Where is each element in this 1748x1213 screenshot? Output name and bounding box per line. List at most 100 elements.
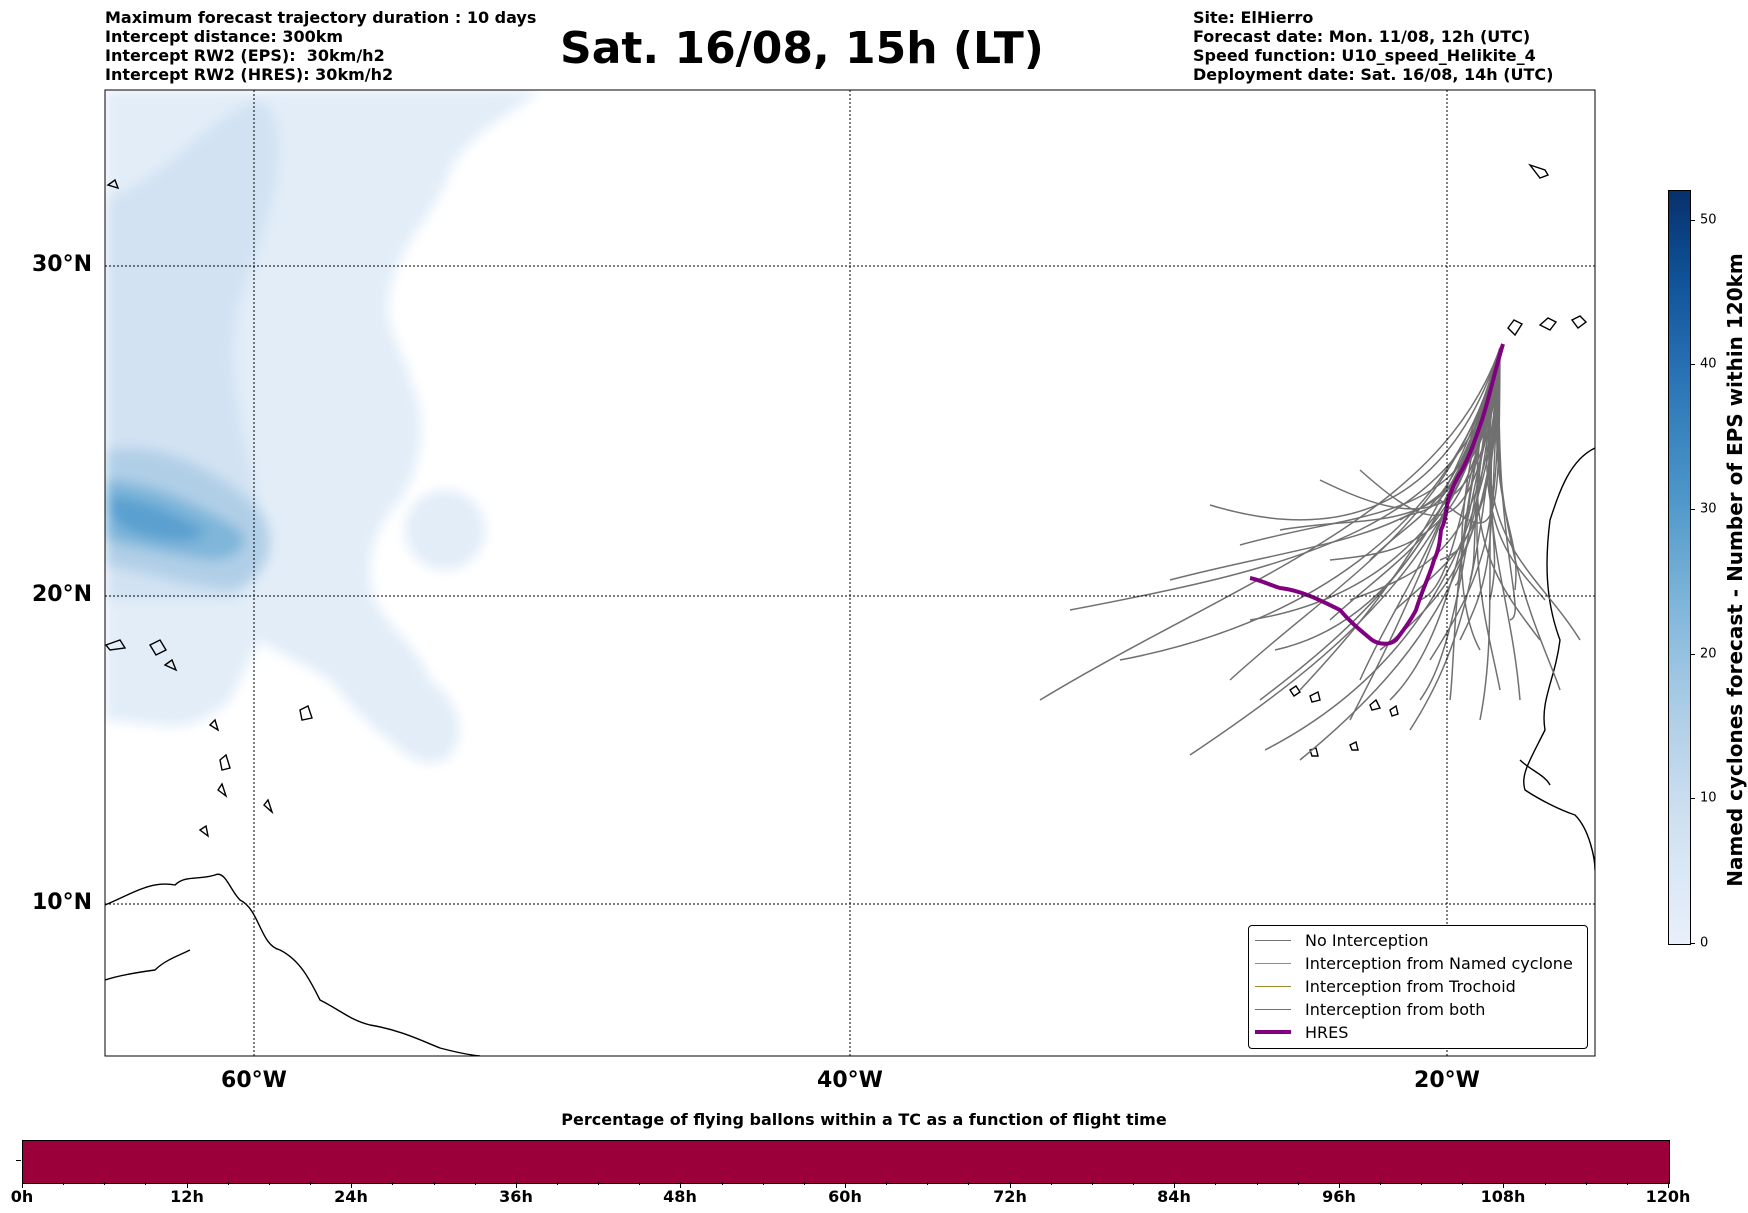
ensemble-trajectory	[1279, 347, 1501, 531]
colorbar-tick	[1690, 509, 1695, 510]
ensemble-trajectory	[1329, 347, 1501, 561]
colorbar-tick-label: 10	[1700, 790, 1717, 806]
tc-bar-tick	[1174, 1182, 1176, 1188]
tc-bar-tick	[433, 1182, 435, 1185]
tc-bar-tick	[598, 1182, 600, 1185]
map-frame	[104, 89, 1596, 1057]
tc-bar-title: Percentage of flying ballons within a TC…	[561, 1110, 1167, 1129]
tc-bar-tick	[762, 1182, 764, 1185]
plot-title: Sat. 16/08, 15h (LT)	[560, 23, 1044, 74]
ensemble-trajectory	[1439, 347, 1501, 524]
lon-label: 40°W	[817, 1068, 883, 1093]
tc-bar-tick	[1256, 1182, 1258, 1185]
ensemble-trajectory	[1229, 347, 1501, 681]
header-left-line: Intercept RW2 (EPS): 30km/h2	[105, 46, 385, 65]
ensemble-trajectory	[1495, 347, 1517, 591]
tc-bar-tick	[310, 1182, 312, 1185]
legend-label: HRES	[1305, 1022, 1349, 1042]
colorbar-tick	[1690, 220, 1695, 221]
lat-label: 30°N	[32, 252, 93, 277]
colorbar-tick	[1690, 798, 1695, 799]
ensemble-trajectory	[1479, 347, 1501, 721]
legend-label: Interception from both	[1305, 999, 1486, 1019]
tc-bar-tick	[803, 1182, 805, 1185]
colorbar-tick-label: 40	[1700, 356, 1717, 372]
ensemble-trajectory	[1486, 347, 1546, 601]
tc-bar-tick	[104, 1182, 106, 1185]
tc-bar-tick	[351, 1182, 353, 1188]
tc-bar-tick	[1133, 1182, 1135, 1185]
colorbar-tick-label: 20	[1700, 646, 1717, 662]
tc-tick-label: 96h	[1322, 1187, 1356, 1206]
lat-label: 10°N	[32, 890, 93, 915]
tc-bar-tick	[474, 1182, 476, 1185]
tc-bar-tick	[1297, 1182, 1299, 1185]
ensemble-trajectory	[1039, 347, 1501, 701]
tc-bar-tick	[1091, 1182, 1093, 1185]
tc-bar-tick	[927, 1182, 929, 1185]
header-right-line: Site: ElHierro	[1193, 8, 1314, 27]
legend-swatch	[1255, 1008, 1291, 1010]
tc-tick-label: 36h	[499, 1187, 533, 1206]
legend-label: Interception from Named cyclone	[1305, 953, 1573, 973]
tc-tick-label: 120h	[1645, 1187, 1691, 1206]
legend-item: Interception from both	[1255, 998, 1485, 1020]
lon-label: 20°W	[1414, 1068, 1480, 1093]
tc-bar-tick	[968, 1182, 970, 1185]
header-left: Maximum forecast trajectory duration : 1…	[105, 8, 536, 84]
gridlines	[105, 90, 1595, 1056]
tc-tick-label: 24h	[334, 1187, 368, 1206]
legend-swatch	[1255, 985, 1291, 987]
legend-swatch	[1255, 939, 1291, 941]
colorbar-tick	[1690, 943, 1695, 944]
tc-percentage-bar	[22, 1140, 1670, 1184]
colorbar-tick-label: 30	[1700, 501, 1717, 517]
tc-tick-label: 84h	[1157, 1187, 1191, 1206]
ensemble-trajectory	[1189, 347, 1501, 756]
tc-bar-tick	[1668, 1182, 1669, 1188]
legend-swatch	[1255, 1030, 1291, 1034]
ensemble-trajectory	[1299, 347, 1501, 691]
ensemble-trajectory	[1274, 347, 1501, 651]
ensemble-trajectory	[1419, 347, 1501, 701]
tc-bar-tick	[1626, 1182, 1628, 1185]
tc-tick-label: 60h	[828, 1187, 862, 1206]
tc-bar-tick	[1585, 1182, 1587, 1185]
header-right-line: Forecast date: Mon. 11/08, 12h (UTC)	[1193, 27, 1531, 46]
tc-bar-tick	[721, 1182, 723, 1185]
ensemble-trajectory	[1488, 347, 1521, 701]
hres-trajectory	[1249, 343, 1505, 646]
tc-bar-tick	[145, 1182, 147, 1185]
colorbar-title: Named cyclones forecast - Number of EPS …	[1723, 253, 1747, 887]
legend-item: No Interception	[1255, 929, 1429, 951]
tc-bar-tick	[186, 1182, 188, 1188]
header-left-line: Intercept RW2 (HRES): 30km/h2	[105, 65, 394, 84]
map-legend: No Interception Interception from Named …	[1248, 925, 1588, 1049]
header-left-line: Maximum forecast trajectory duration : 1…	[105, 8, 537, 27]
tc-tick-label: 48h	[663, 1187, 697, 1206]
tc-bar-ytick	[16, 1160, 21, 1161]
tc-bar-tick	[845, 1182, 846, 1188]
legend-label: No Interception	[1305, 930, 1429, 950]
legend-label: Interception from Trochoid	[1305, 976, 1516, 996]
tc-bar-tick	[1462, 1182, 1464, 1185]
header-left-line: Intercept distance: 300km	[105, 27, 344, 46]
tc-tick-label: 12h	[170, 1187, 204, 1206]
lat-label: 20°N	[32, 582, 93, 607]
tc-tick-label: 72h	[993, 1187, 1027, 1206]
cyclone-probability-shading	[105, 90, 540, 763]
header-right-line: Deployment date: Sat. 16/08, 14h (UTC)	[1193, 65, 1554, 84]
lon-label: 60°W	[221, 1068, 287, 1093]
tc-bar-tick	[1421, 1182, 1423, 1185]
tc-bar-tick	[1379, 1182, 1381, 1185]
tc-bar-tick	[1503, 1182, 1505, 1188]
tc-bar-tick	[515, 1182, 517, 1188]
tc-bar-tick	[268, 1182, 270, 1185]
ensemble-trajectory	[1259, 347, 1501, 701]
tc-bar-tick	[886, 1182, 888, 1185]
tc-bar-tick	[639, 1182, 641, 1185]
coastlines	[105, 163, 1595, 1056]
ensemble-trajectory	[1496, 347, 1561, 691]
trajectory-lines	[1039, 347, 1581, 761]
